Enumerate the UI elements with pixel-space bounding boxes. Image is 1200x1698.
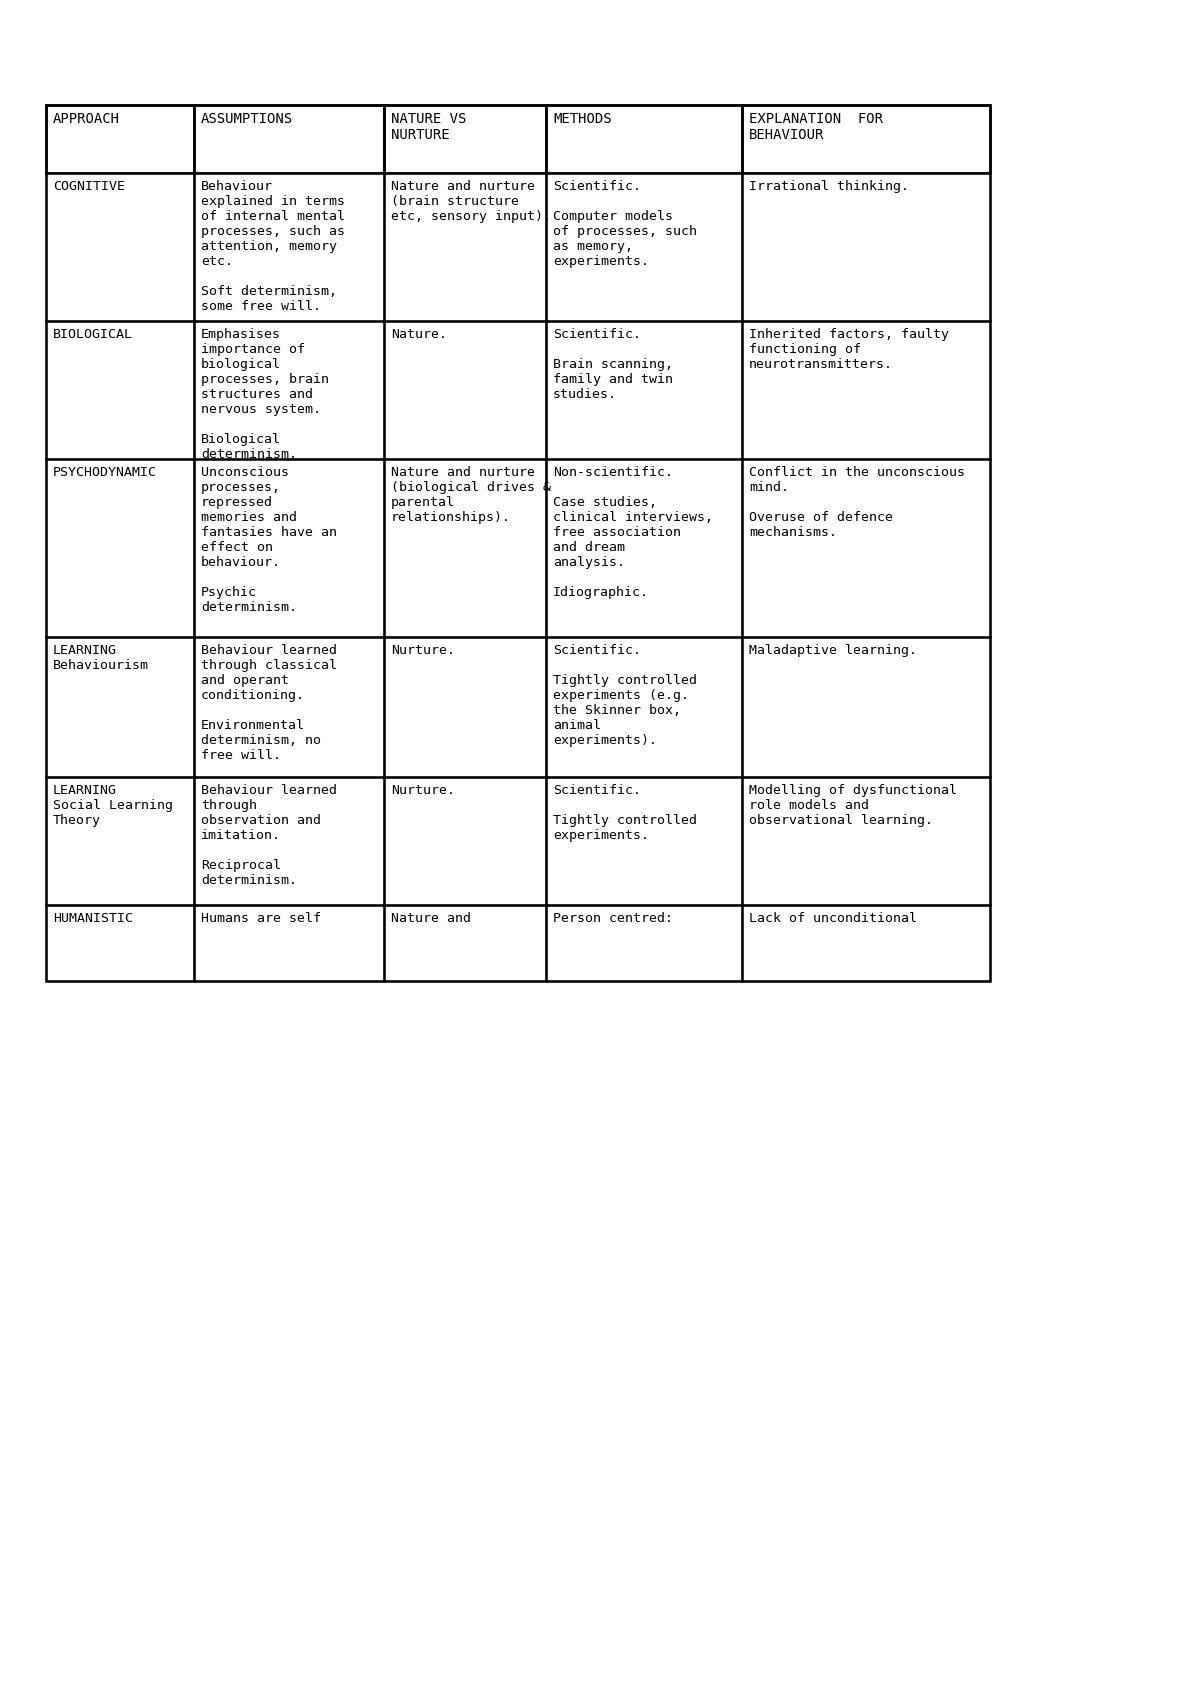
Bar: [194, 905, 384, 981]
Bar: [742, 778, 990, 905]
Text: Nurture.: Nurture.: [391, 784, 455, 796]
Text: Scientific.

Brain scanning,
family and twin
studies.: Scientific. Brain scanning, family and t…: [553, 328, 673, 401]
Bar: [742, 173, 990, 321]
Text: Scientific.

Tightly controlled
experiments.: Scientific. Tightly controlled experimen…: [553, 784, 697, 842]
Text: Humans are self: Humans are self: [202, 912, 322, 925]
Text: Irrational thinking.: Irrational thinking.: [749, 180, 910, 194]
Bar: [194, 321, 384, 458]
Bar: [194, 173, 384, 321]
Text: Scientific.

Computer models
of processes, such
as memory,
experiments.: Scientific. Computer models of processes…: [553, 180, 697, 268]
Text: Non-scientific.

Case studies,
clinical interviews,
free association
and dream
a: Non-scientific. Case studies, clinical i…: [553, 465, 713, 599]
Text: PSYCHODYNAMIC: PSYCHODYNAMIC: [53, 465, 157, 479]
Bar: [46, 458, 194, 637]
Text: Modelling of dysfunctional
role models and
observational learning.: Modelling of dysfunctional role models a…: [749, 784, 958, 827]
Bar: [46, 778, 194, 905]
Bar: [194, 458, 384, 637]
Bar: [194, 105, 384, 173]
Text: Unconscious
processes,
repressed
memories and
fantasies have an
effect on
behavi: Unconscious processes, repressed memorie…: [202, 465, 337, 615]
Text: Nature and: Nature and: [391, 912, 470, 925]
Bar: [46, 173, 194, 321]
Bar: [384, 321, 546, 458]
Text: LEARNING
Social Learning
Theory: LEARNING Social Learning Theory: [53, 784, 173, 827]
Bar: [384, 105, 546, 173]
Text: Nature and nurture
(biological drives &
parental
relationships).: Nature and nurture (biological drives & …: [391, 465, 551, 525]
Bar: [194, 637, 384, 778]
Bar: [742, 321, 990, 458]
Text: Nature and nurture
(brain structure
etc, sensory input).: Nature and nurture (brain structure etc,…: [391, 180, 551, 222]
Text: Nurture.: Nurture.: [391, 644, 455, 657]
Bar: [46, 321, 194, 458]
Text: Scientific.

Tightly controlled
experiments (e.g.
the Skinner box,
animal
experi: Scientific. Tightly controlled experimen…: [553, 644, 697, 747]
Bar: [384, 458, 546, 637]
Bar: [742, 458, 990, 637]
Bar: [742, 637, 990, 778]
Bar: [46, 105, 194, 173]
Text: NATURE VS
NURTURE: NATURE VS NURTURE: [391, 112, 467, 143]
Text: Behaviour learned
through
observation and
imitation.

Reciprocal
determinism.: Behaviour learned through observation an…: [202, 784, 337, 886]
Bar: [384, 778, 546, 905]
Bar: [46, 105, 990, 981]
Text: COGNITIVE: COGNITIVE: [53, 180, 125, 194]
Text: Behaviour
explained in terms
of internal mental
processes, such as
attention, me: Behaviour explained in terms of internal…: [202, 180, 346, 312]
Bar: [46, 637, 194, 778]
Text: Conflict in the unconscious
mind.

Overuse of defence
mechanisms.: Conflict in the unconscious mind. Overus…: [749, 465, 965, 538]
Text: Inherited factors, faulty
functioning of
neurotransmitters.: Inherited factors, faulty functioning of…: [749, 328, 949, 370]
Bar: [194, 778, 384, 905]
Bar: [546, 173, 742, 321]
Text: EXPLANATION  FOR
BEHAVIOUR: EXPLANATION FOR BEHAVIOUR: [749, 112, 883, 143]
Text: Behaviour learned
through classical
and operant
conditioning.

Environmental
det: Behaviour learned through classical and …: [202, 644, 337, 762]
Bar: [546, 778, 742, 905]
Text: Nature.: Nature.: [391, 328, 446, 341]
Bar: [546, 321, 742, 458]
Bar: [742, 905, 990, 981]
Text: BIOLOGICAL: BIOLOGICAL: [53, 328, 133, 341]
Bar: [546, 637, 742, 778]
Text: LEARNING
Behaviourism: LEARNING Behaviourism: [53, 644, 149, 672]
Bar: [742, 105, 990, 173]
Text: Maladaptive learning.: Maladaptive learning.: [749, 644, 917, 657]
Bar: [546, 458, 742, 637]
Bar: [46, 905, 194, 981]
Bar: [384, 637, 546, 778]
Text: Emphasises
importance of
biological
processes, brain
structures and
nervous syst: Emphasises importance of biological proc…: [202, 328, 329, 460]
Bar: [384, 173, 546, 321]
Text: METHODS: METHODS: [553, 112, 612, 126]
Bar: [546, 905, 742, 981]
Bar: [546, 105, 742, 173]
Text: ASSUMPTIONS: ASSUMPTIONS: [202, 112, 293, 126]
Text: APPROACH: APPROACH: [53, 112, 120, 126]
Text: HUMANISTIC: HUMANISTIC: [53, 912, 133, 925]
Bar: [384, 905, 546, 981]
Text: Person centred:: Person centred:: [553, 912, 673, 925]
Text: Lack of unconditional: Lack of unconditional: [749, 912, 917, 925]
